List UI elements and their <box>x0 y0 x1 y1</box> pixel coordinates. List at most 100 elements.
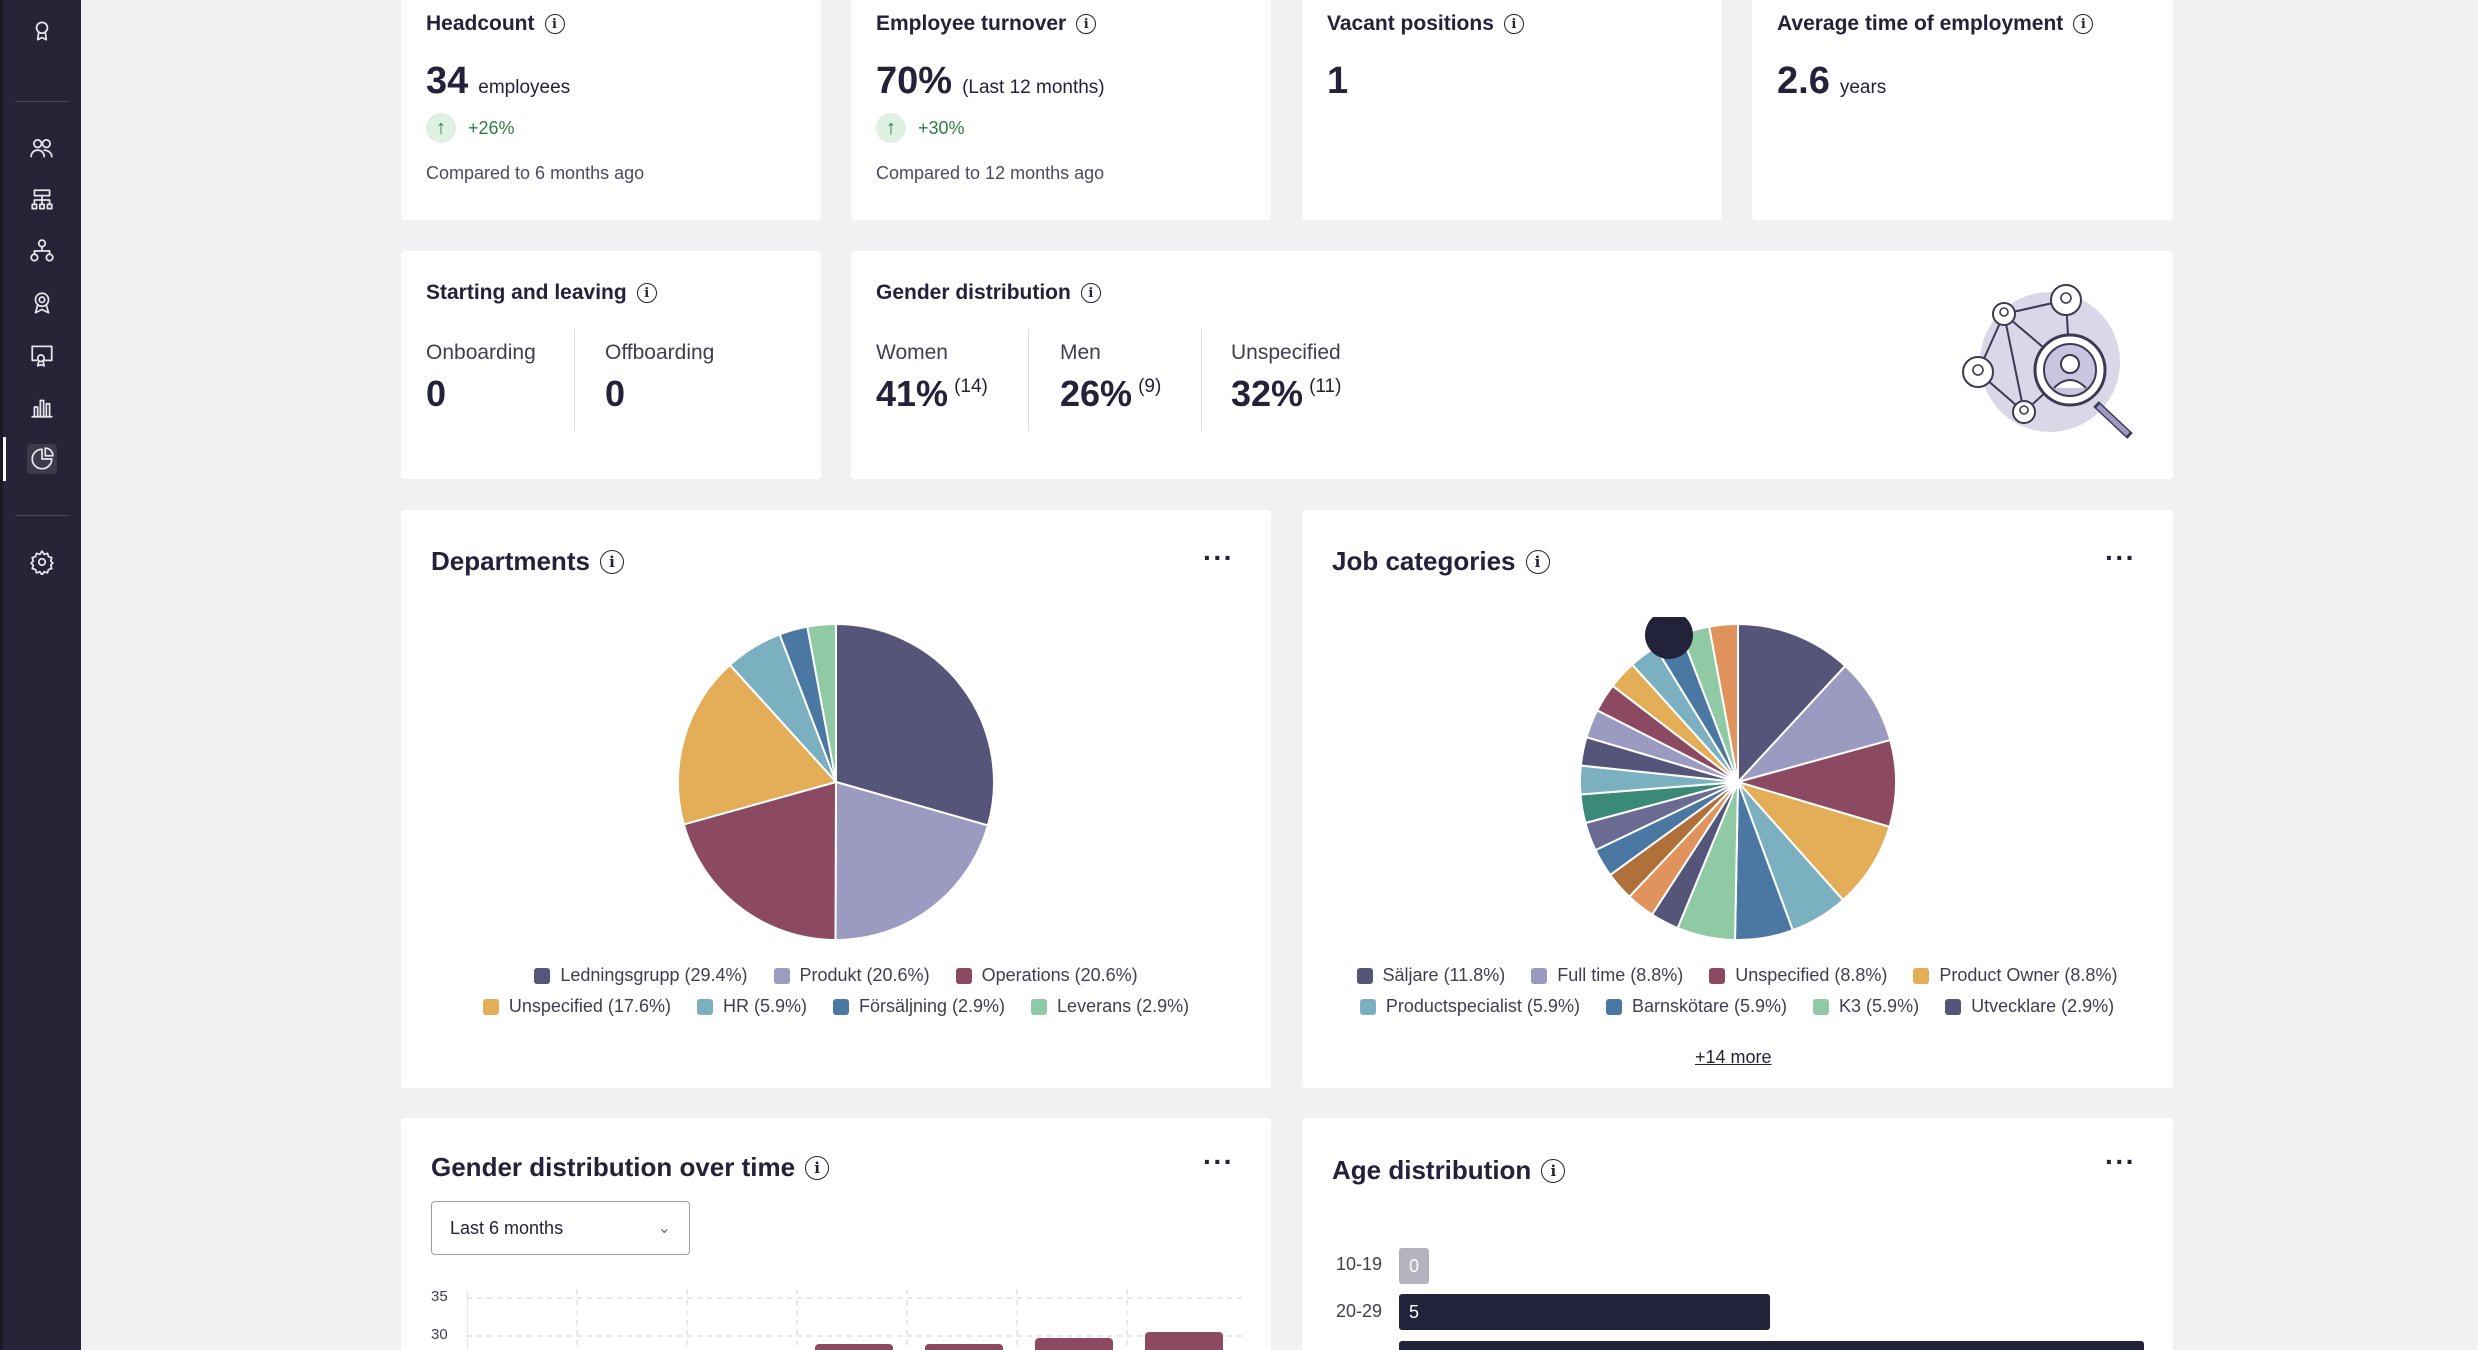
pie-slice[interactable] <box>835 622 995 827</box>
card-title: Gender distribution over time i <box>431 1152 830 1183</box>
info-icon[interactable]: i <box>1076 14 1097 34</box>
pie-slice[interactable] <box>1734 738 1897 829</box>
card-title: Average time of employment i <box>1777 12 2094 36</box>
legend-label: Operations (20.6%) <box>981 965 1138 985</box>
info-icon[interactable]: i <box>1080 283 1101 303</box>
legend-item[interactable]: Försäljning (2.9%) <box>832 996 1005 1017</box>
men-count: (9) <box>1138 376 1162 397</box>
avg-time-card: Average time of employment i 2.6 years <box>1752 0 2173 220</box>
sidebar <box>0 0 81 1350</box>
info-icon[interactable]: i <box>1503 14 1524 34</box>
info-icon[interactable]: i <box>1525 549 1550 574</box>
legend-item[interactable]: HR (5.9%) <box>696 996 807 1017</box>
onboarding-value: 0 <box>426 373 447 414</box>
bar <box>815 1344 893 1350</box>
departments-title: Departments <box>431 546 590 576</box>
pie-slice[interactable] <box>1737 622 1847 785</box>
legend-swatch <box>1813 998 1830 1015</box>
info-icon[interactable]: i <box>1541 1158 1566 1183</box>
org-chart-icon[interactable] <box>27 185 57 215</box>
vacant-card: Vacant positions i 1 <box>1302 0 1722 220</box>
legend-item[interactable]: Full time (8.8%) <box>1531 965 1683 986</box>
age-bar: 0 <box>1399 1248 1429 1284</box>
legend-label: Utvecklare (2.9%) <box>1971 996 2115 1016</box>
men-value: 26% <box>1060 373 1133 414</box>
card-title: Age distribution i <box>1332 1155 1566 1186</box>
turnover-kpi: 70% (Last 12 months) <box>876 60 1105 103</box>
legend-swatch <box>482 998 499 1015</box>
legend-item[interactable]: Ledningsgrupp (29.4%) <box>534 965 748 986</box>
legend-item[interactable]: K3 (5.9%) <box>1813 996 1919 1017</box>
more-categories-link[interactable]: +14 more <box>1695 1047 1772 1067</box>
info-icon[interactable]: i <box>636 283 657 303</box>
chevron-down-icon: ⌄ <box>657 1220 671 1237</box>
job-categories-card: Job categories i ··· Säljare (11.8%) Full… <box>1302 510 2173 1088</box>
legend-item[interactable]: Leverans (2.9%) <box>1031 996 1189 1017</box>
arrow-up-icon: ↑ <box>426 113 456 143</box>
award-icon[interactable] <box>27 16 57 46</box>
legend-swatch <box>955 967 972 984</box>
legend-item[interactable]: Unspecified (17.6%) <box>482 996 671 1017</box>
more-options-button[interactable]: ··· <box>1203 542 1234 573</box>
avg-time-title: Average time of employment <box>1777 12 2064 35</box>
age-row-label: 20-29 <box>1336 1301 1383 1321</box>
pie-slice[interactable] <box>1734 664 1892 784</box>
gear-icon[interactable] <box>27 547 57 577</box>
pie-slice[interactable] <box>1734 780 1891 902</box>
legend-item[interactable]: Productspecialist (5.9%) <box>1359 996 1580 1017</box>
badge-icon[interactable] <box>27 288 57 318</box>
legend-item[interactable]: Product Owner (8.8%) <box>1913 965 2117 986</box>
job-categories-legend: Säljare (11.8%) Full time (8.8%) Unspecifi… <box>1332 965 2142 1017</box>
pie-slice[interactable] <box>682 780 838 942</box>
legend-swatch <box>773 967 790 984</box>
divider <box>1201 329 1202 431</box>
more-options-button[interactable]: ··· <box>2105 1146 2136 1177</box>
compare-text: Compared to 12 months ago <box>876 163 1105 183</box>
people-icon[interactable] <box>27 133 57 163</box>
more-options-button[interactable]: ··· <box>1203 1146 1234 1177</box>
pie-chart-icon[interactable] <box>27 444 57 474</box>
info-icon[interactable]: i <box>599 549 624 574</box>
legend-item[interactable]: Operations (20.6%) <box>955 965 1138 986</box>
legend-item[interactable]: Utvecklare (2.9%) <box>1945 996 2114 1017</box>
divider <box>1028 329 1029 431</box>
legend-item[interactable]: Säljare (11.8%) <box>1356 965 1505 986</box>
men-label: Men <box>1060 341 1101 364</box>
hover-cursor-dot <box>1645 617 1693 659</box>
pie-slice[interactable] <box>806 622 837 783</box>
headcount-card: Headcount i 34 employees ↑ +26% Compared… <box>401 0 821 220</box>
age-row-label: 10-19 <box>1336 1254 1383 1274</box>
legend-swatch <box>1913 967 1930 984</box>
pie-slice[interactable] <box>1708 622 1739 783</box>
bar-chart-icon[interactable] <box>27 392 57 422</box>
info-icon[interactable]: i <box>544 14 565 34</box>
men-stat: 26% (9) <box>1060 373 1161 415</box>
turnover-unit: (Last 12 months) <box>962 77 1105 98</box>
pie-slice[interactable] <box>834 780 990 941</box>
certificate-icon[interactable] <box>27 340 57 370</box>
period-select[interactable]: Last 6 months ⌄ <box>431 1201 690 1255</box>
onboarding-label: Onboarding <box>426 341 536 364</box>
legend-item[interactable]: Produkt (20.6%) <box>773 965 930 986</box>
headcount-title: Headcount <box>426 12 535 35</box>
legend-swatch <box>696 998 713 1015</box>
legend-item[interactable]: Barnskötare (5.9%) <box>1605 996 1787 1017</box>
gender-over-time-title: Gender distribution over time <box>431 1152 796 1182</box>
headcount-unit: employees <box>478 77 571 98</box>
info-icon[interactable]: i <box>2073 14 2094 34</box>
period-select-value: Last 6 months <box>450 1217 564 1238</box>
legend-swatch <box>1359 998 1376 1015</box>
pie-slice[interactable] <box>677 663 838 826</box>
trend-value: +30% <box>918 117 965 138</box>
bar <box>925 1344 1003 1350</box>
legend-swatch <box>1945 998 1962 1015</box>
legend-item[interactable]: Unspecified (8.8%) <box>1709 965 1887 986</box>
starting-leaving-card: Starting and leaving i Onboarding 0 Offb… <box>401 251 821 479</box>
legend-swatch <box>1031 998 1048 1015</box>
info-icon[interactable]: i <box>805 1155 830 1180</box>
more-options-button[interactable]: ··· <box>2105 542 2136 573</box>
sidebar-divider <box>15 101 69 102</box>
departments-legend: Ledningsgrupp (29.4%) Produkt (20.6%) Oper… <box>461 965 1211 1017</box>
people-network-illustration <box>1962 284 2133 439</box>
hierarchy-icon[interactable] <box>27 236 57 266</box>
